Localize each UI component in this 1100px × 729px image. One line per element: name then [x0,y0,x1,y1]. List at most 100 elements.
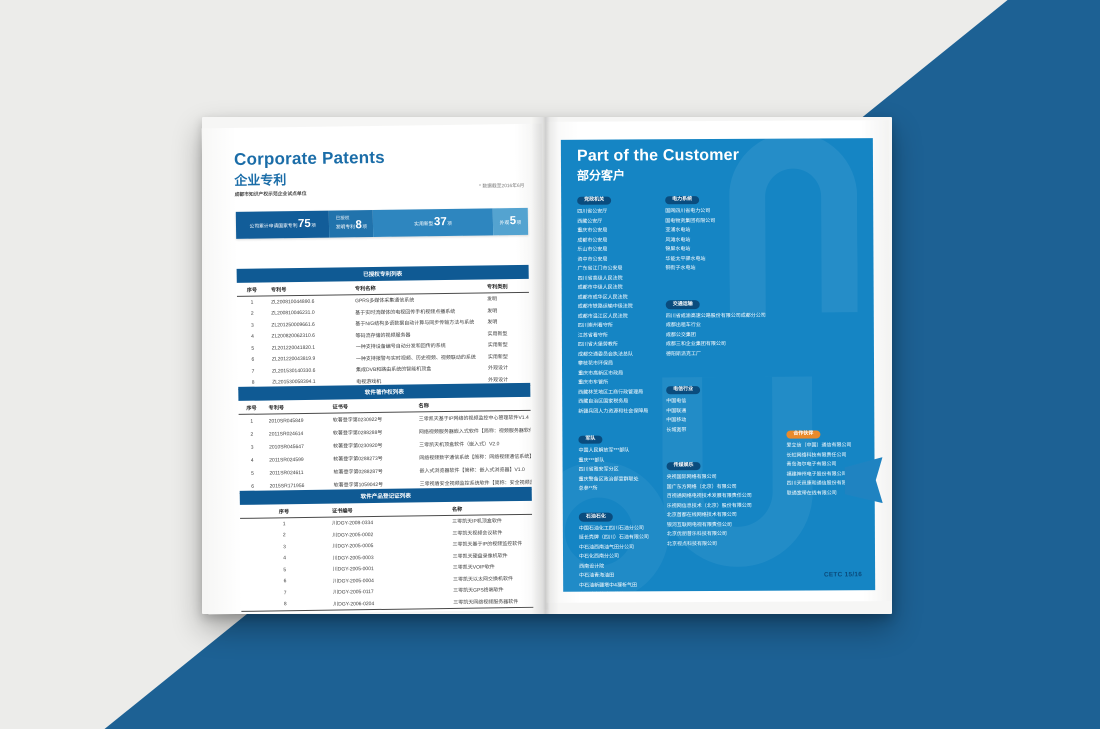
customer-name: 乐视网信息技术（北京）股份有限公司 [666,502,752,509]
software-product-registration-table: 软件产品登记证列表 序号 证书编号 名称 1 川DGY-2008-0334 三零凯天IP机顶… [239,486,534,612]
customer-name: 总参**所 [578,485,598,492]
customer-name: 中国电信 [666,398,687,405]
customer-name: 风滩水电站 [665,236,691,243]
table-cell: 等码流存储的视频服务器 [355,332,411,340]
stat-label: 发明专利 [335,225,355,231]
table-cell: 网络视频数字通信系统【简称：网络视频通信系统】V1.0 [419,453,532,462]
category-badge: 党政机关 [577,196,612,205]
table-cell: 三零凯天硬盘录像机软件 [452,552,508,560]
customer-name: 成都市中级人民法院 [577,284,623,291]
left-page-title-en: Corporate Patents [233,147,385,169]
table-cell: 软著登字第0230920号 [333,442,383,450]
table-cell: 基于实时流媒体的电视回传手机视频点播系统 [355,308,456,317]
customer-name: 乐山市公安局 [577,246,608,253]
table-cell: 三零凯天基于IP网络的视频监控中心管理软件V1.4 [418,414,529,423]
table-cell: 川DGY-2005-0003 [332,554,374,562]
customer-name: 中国石油化工四川石油分公司 [578,524,644,532]
table-cell: 软著登字第0288288号 [332,429,383,437]
stat-row: 外观 5 项 [499,215,522,228]
table-cell: 软著登字第1059042号 [333,481,384,489]
customer-name: 重庆市高新区市政局 [578,369,624,377]
stat-value: 37 [433,215,447,228]
table-cell: 4 [283,555,287,562]
column-header: 专利号 [270,286,287,293]
customer-name: 中国联通 [666,407,687,414]
table-body: 1 川DGY-2008-0334 三零凯天IP机顶盒软件 2 川DGY-2005-000… [240,514,534,612]
table-cell: 三零凯天网络视频服务器软件 [453,598,519,606]
table-cell: 8 [251,379,255,386]
customer-name: 北京优朋普乐科技有限公司 [666,530,727,538]
stat-label: 公司累计申请国家专利 [249,223,298,230]
customer-name: 西藏自治区国家税务局 [578,398,629,405]
customer-name: 重庆市车管所 [578,379,609,386]
customer-name: 成都市成华区人民法院 [577,293,628,301]
customer-name: 四川崇州看守所 [577,322,613,329]
stat-segment: 已授权 发明专利 8 项 [329,210,374,238]
table-cell: 3 [283,544,286,551]
customer-section: 电信行业 中国电信 中国联通 中国移动 长城宽带 [666,377,766,436]
table-cell: 3 [250,322,254,329]
column-header: 序号 [246,405,257,412]
customers-blue-panel: Part of the Customer 部分客户 党政机关 四川省公安厅 西藏公安… [560,138,876,592]
customer-name: 西藏林芝地区工商行政管理局 [578,388,644,396]
table-cell: 2015SR171956 [269,482,305,489]
column-header: 证书编号 [331,507,353,515]
customer-column-1: 党政机关 四川省公安厅 西藏公安厅 重庆市公安局 成都市公安局 乐山市公安局 资中市公安局广… [577,187,649,592]
customer-name: 长虹网络科技有限责任公司 [786,451,847,459]
stat-unit: 项 [362,224,367,230]
stat-row: 实用新型 37 项 [414,215,452,229]
table-cell: 5 [251,345,255,352]
customer-name: 铜街子水电站 [665,265,696,272]
stat-value: 75 [297,217,311,230]
customer-column-3: 合作伙伴 爱立信（中国）通信有限公司 长虹网络科技有限责任公司 青岛海尔电子有限公司福… [786,421,857,508]
table-cell: 软著登字第0230922号 [332,416,383,424]
table-cell: 软著登字第0288287号 [333,468,383,476]
stat-content: 公司累计申请国家专利 75 项 [249,217,316,231]
category-badge: 电信行业 [666,385,701,395]
left-page: Corporate Patents 企业专利 成都市知识产权示范企业试点单位 *… [201,123,549,615]
table-cell: 三零凯天基于IP的视频监控软件 [452,541,523,549]
customer-section: 军队 中国人民解放军***部队 重庆***部队 四川省雅安军分区 重庆警备区政治部宣群联… [578,426,648,494]
table-cell: 川DGY-2006-0204 [333,600,375,608]
table-cell: ZL201530140330.6 [271,367,316,375]
table-cell: 川DGY-2005-0117 [333,589,374,596]
category-badge: 传媒娱乐 [666,461,701,471]
page-footer: CETC 15/16 [823,571,863,579]
table-cell: 川DGY-2008-0334 [332,520,374,527]
table-cell: 川DGY-2005-0002 [332,531,374,539]
customer-name: 中石油新疆塔中4凝析气田 [579,581,637,589]
customer-name: 成都市公安局 [577,237,608,244]
table-cell: 发明 [487,319,498,326]
stat-unit: 项 [447,220,452,226]
table-cell: 川DGY-2005-0004 [332,577,374,585]
table-cell: 3 [250,444,254,451]
stat-label: 外观 [499,220,510,226]
column-header: 序号 [278,508,290,515]
customer-section: 交通运输 四川省成渝高速公路股份有限公司成都分公司 成都出租车行业 成都公交集团 成都三… [665,291,766,359]
table-cell: 三零凯天视频会议软件 [452,529,503,537]
right-page: Part of the Customer 部分客户 党政机关 四川省公安厅 西藏公安… [543,120,892,603]
customer-name: 成都交通委员会执法总队 [577,350,633,358]
customer-name: 西南设计院 [579,563,605,570]
table-cell: 2011SR024599 [269,456,304,463]
table-cell: 4 [250,457,254,464]
customer-name: 成都市铁路运输中级法院 [577,303,633,310]
table-cell: ZL200810044890.6 [271,298,315,306]
customer-name: 重庆***部队 [578,457,605,464]
table-cell: 1 [250,418,254,425]
table-cell: 软著登字第0288273号 [333,455,383,463]
right-page-title-zh: 部分客户 [576,168,626,183]
table-cell: 1 [282,521,286,528]
stat-content: 实用新型 37 项 [414,215,452,229]
table-cell: 8 [283,601,287,608]
table-cell: 三零凯天以太网交换机软件 [452,575,514,583]
category-badge: 电力系统 [665,195,700,205]
table-cell: 6 [283,578,287,585]
left-page-subtitle: 成都市知识产权示范企业试点单位 [234,191,307,198]
customer-name: 新疆兵团人力资源和社会保障局 [578,407,649,415]
customer-name: 北京首都在线网络技术有限公司 [666,511,737,519]
stat-segment: 实用新型 37 项 [373,208,494,238]
table-cell: 2 [282,532,286,539]
customer-name: 成都三和企业集团有限公司 [665,340,726,348]
stat-row: 公司累计申请国家专利 75 项 [249,217,316,231]
